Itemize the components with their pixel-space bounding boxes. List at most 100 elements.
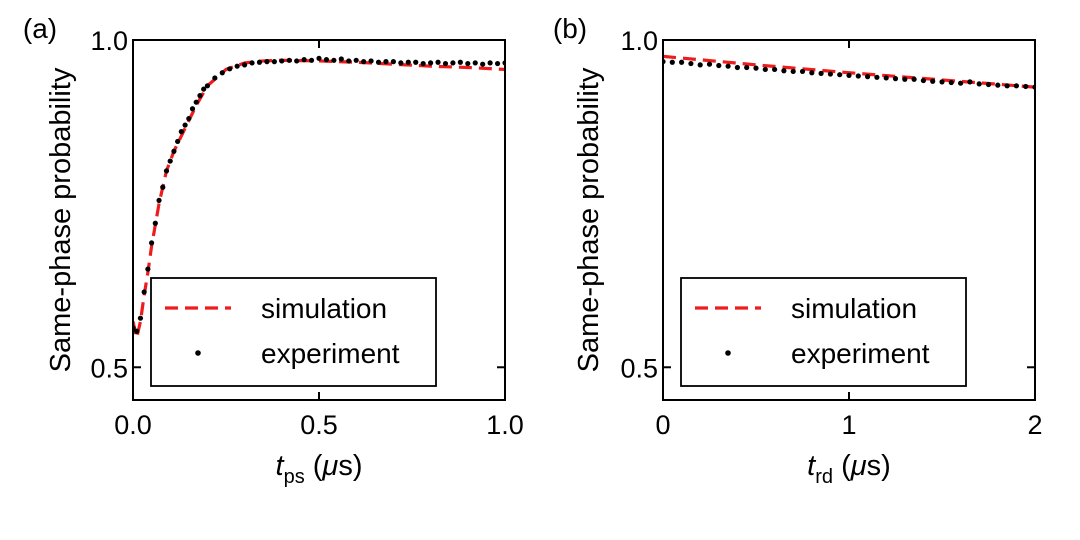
experiment-point — [706, 61, 713, 67]
experiment-point — [178, 129, 184, 135]
experiment-point — [227, 66, 233, 72]
experiment-point — [197, 93, 203, 99]
experiment-point — [145, 266, 151, 272]
simulation-line — [663, 54, 1035, 89]
y-axis-label: Same-phase probability — [573, 67, 605, 372]
experiment-point — [201, 86, 207, 92]
experiment-point — [487, 60, 493, 66]
experiment-point — [171, 148, 177, 154]
experiment-point — [967, 79, 973, 85]
experiment-point — [827, 71, 834, 77]
experiment-point — [420, 60, 426, 67]
legend: simulation experiment — [680, 277, 967, 387]
experiment-point — [939, 79, 945, 85]
experiment-point — [762, 66, 768, 73]
y-axis-label: Same-phase probability — [45, 67, 77, 372]
experiment-point — [398, 60, 404, 66]
x-axis-label: trd (μs) — [807, 450, 891, 488]
legend-experiment-label: experiment — [791, 338, 930, 369]
experiment-point — [494, 60, 501, 67]
experiment-point — [137, 315, 144, 321]
legend-box — [150, 277, 437, 387]
experiment-point — [790, 68, 796, 75]
experiment-point — [301, 57, 307, 63]
experiment-point — [725, 63, 731, 69]
experiment-point — [212, 75, 218, 81]
experiment-point — [465, 60, 471, 67]
experiment-point — [390, 59, 396, 65]
experiment-point — [149, 240, 155, 246]
experiment-point — [772, 66, 778, 73]
plot-area — [663, 54, 1035, 90]
experiment-point — [1004, 83, 1010, 89]
x-tick-label: 2 — [1027, 410, 1042, 440]
y-tick-label: 0.5 — [90, 353, 128, 383]
experiment-point — [242, 62, 248, 68]
experiment-point — [193, 99, 199, 105]
experiment-point — [865, 74, 871, 80]
experiment-point — [457, 59, 463, 65]
experiment-point — [383, 59, 389, 65]
experiment-point — [279, 58, 285, 64]
experiment-point — [958, 80, 964, 86]
experiment-point — [809, 70, 815, 76]
experiment-point — [308, 57, 315, 63]
panel-label: (a) — [23, 13, 57, 44]
experiment-point — [264, 59, 270, 65]
y-tick-label: 1.0 — [90, 26, 128, 56]
experiment-point — [799, 68, 806, 75]
x-tick-label: 1.0 — [486, 410, 524, 440]
legend-simulation-label: simulation — [261, 293, 387, 324]
experiment-point — [818, 70, 824, 76]
experiment-point — [837, 72, 843, 78]
experiment-point — [152, 220, 158, 226]
experiment-point — [697, 62, 703, 68]
experiment-point — [679, 59, 685, 65]
experiment-point — [1013, 83, 1020, 89]
experiment-point — [163, 168, 170, 174]
experiment-point — [294, 58, 300, 64]
experiment-point — [442, 60, 449, 67]
experiment-point — [316, 55, 322, 61]
experiment-point — [995, 82, 1001, 88]
experiment-point — [271, 59, 277, 65]
experiment-point — [472, 60, 478, 66]
legend: simulation experiment — [150, 277, 437, 387]
experiment-point — [219, 70, 225, 76]
experiment-point — [346, 58, 352, 64]
experiment-point — [156, 197, 162, 203]
x-axis-label: tps (μs) — [276, 450, 363, 488]
experiment-point — [930, 78, 936, 84]
y-tick-label: 1.0 — [620, 26, 658, 56]
experiment-point — [256, 59, 263, 65]
experiment-point — [480, 61, 486, 67]
legend-simulation-label: simulation — [791, 293, 917, 324]
experiment-point — [911, 76, 917, 82]
experiment-point — [669, 59, 675, 65]
experiment-point — [781, 68, 787, 74]
experiment-point — [753, 65, 759, 71]
experiment-point — [948, 79, 954, 86]
experiment-point — [189, 106, 196, 112]
legend-experiment-swatch — [195, 350, 201, 356]
experiment-point — [846, 72, 852, 78]
experiment-point — [375, 59, 382, 65]
experiment-point — [286, 57, 292, 63]
experiment-point — [361, 59, 367, 65]
legend-experiment-swatch — [725, 350, 731, 356]
panel-a: 0.0 0.5 1.0 0.5 1.0 Same-phase probability tps… — [23, 13, 524, 488]
experiment-point — [338, 56, 344, 62]
experiment-point — [234, 63, 240, 69]
experiment-point — [734, 64, 741, 71]
panel-b: 0 1 2 0.5 1.0 Same-phase probability trd (μs) (… — [553, 13, 1043, 488]
experiment-point — [331, 57, 337, 63]
experiment-point — [134, 328, 140, 334]
experiment-point — [249, 60, 255, 66]
legend-box — [680, 277, 967, 387]
x-tick-label: 0.0 — [114, 410, 152, 440]
experiment-point — [976, 81, 982, 87]
experiment-point — [902, 76, 908, 82]
experiment-point — [182, 122, 188, 128]
experiment-point — [405, 59, 411, 65]
